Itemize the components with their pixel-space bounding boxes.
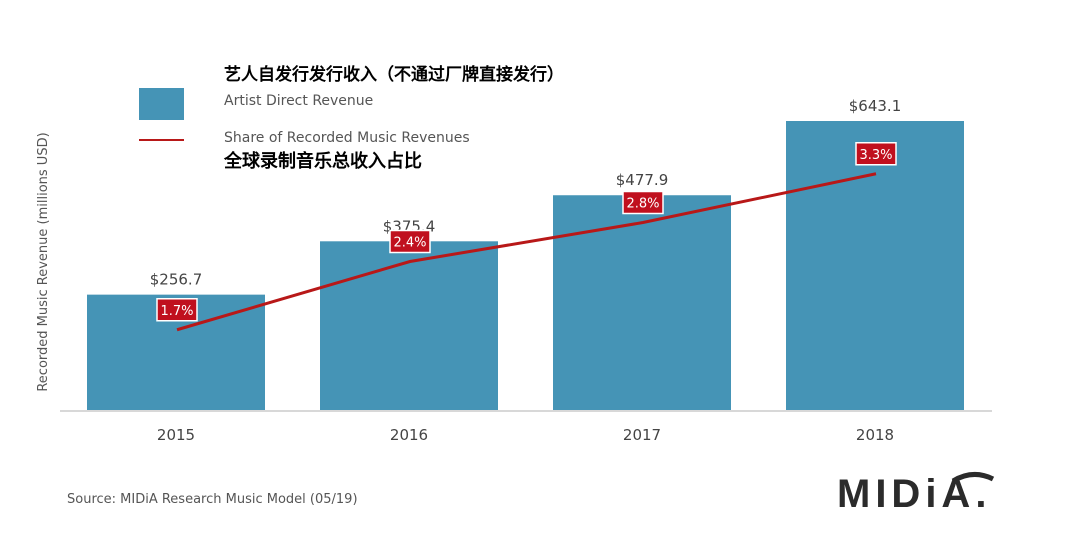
legend-bar-swatch bbox=[139, 88, 184, 120]
source-note: Source: MIDiA Research Music Model (05/1… bbox=[67, 492, 358, 507]
bars-layer bbox=[87, 121, 964, 410]
share-label-2018: 3.3% bbox=[859, 148, 892, 163]
legend-line-label: Share of Recorded Music Revenues bbox=[224, 130, 470, 146]
share-label-2017: 2.8% bbox=[626, 197, 659, 212]
legend-chinese-title: 艺人自发行发行收入（不通过厂牌直接发行） bbox=[224, 65, 564, 85]
share-label-box-2016 bbox=[389, 229, 431, 254]
share-label-box-2017 bbox=[622, 190, 664, 215]
legend-line-swatch bbox=[139, 139, 184, 141]
bar-2016 bbox=[320, 241, 498, 410]
x-tick-2017: 2017 bbox=[623, 426, 661, 444]
x-tick-labels: 2015 2016 2017 2018 bbox=[157, 426, 894, 444]
logo-text: MIDiA. bbox=[837, 472, 991, 515]
bar-value-label-2018: $643.1 bbox=[849, 97, 902, 115]
y-axis-label: Recorded Music Revenue (millions USD) bbox=[36, 132, 51, 391]
share-label-box-2018 bbox=[855, 142, 897, 166]
bar-2017 bbox=[553, 195, 731, 410]
share-label-box-2015 bbox=[156, 298, 198, 322]
legend-bar-label: Artist Direct Revenue bbox=[224, 93, 374, 109]
bar-value-label-2015: $256.7 bbox=[150, 271, 203, 289]
share-line-layer: 1.7% 2.4% 2.8% 3.3% bbox=[156, 142, 897, 332]
x-tick-2015: 2015 bbox=[157, 426, 195, 444]
x-tick-2016: 2016 bbox=[390, 426, 428, 444]
x-tick-2018: 2018 bbox=[856, 426, 894, 444]
legend-chinese-line-label: 全球录制音乐总收入占比 bbox=[224, 151, 422, 172]
share-line bbox=[176, 172, 877, 332]
bar-value-label-2017: $477.9 bbox=[616, 171, 669, 189]
share-label-2016: 2.4% bbox=[393, 236, 426, 251]
bar-2018 bbox=[786, 121, 964, 410]
midia-logo: MIDiA. bbox=[837, 472, 995, 515]
share-label-2015: 1.7% bbox=[160, 304, 193, 319]
